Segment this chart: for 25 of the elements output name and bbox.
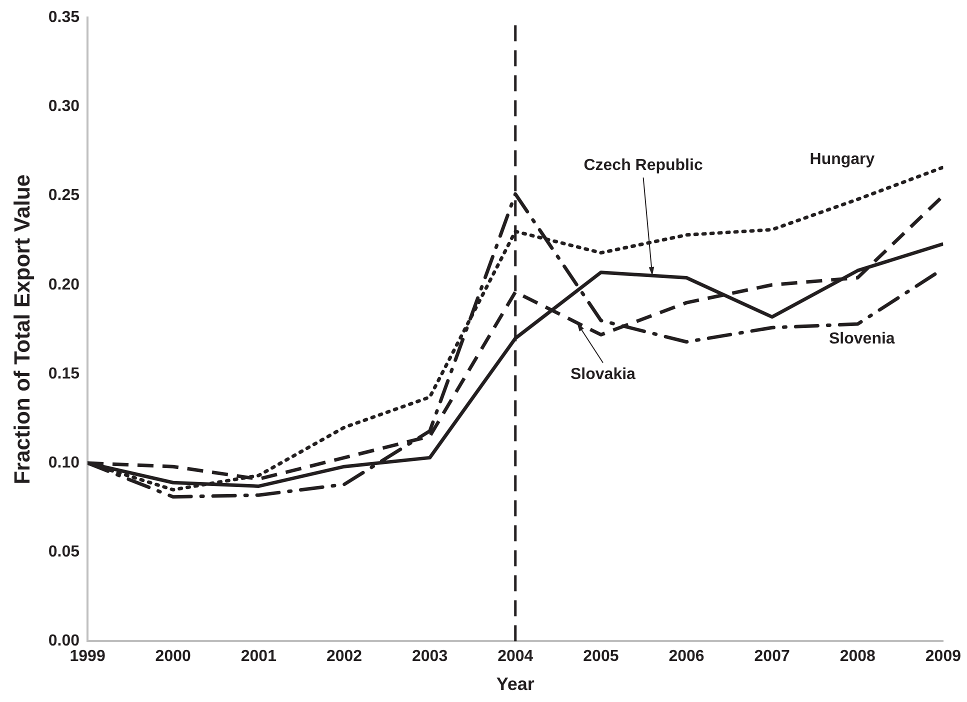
y-tick-label: 0.05 bbox=[48, 544, 80, 561]
x-tick-label: 2003 bbox=[412, 648, 448, 666]
y-tick-label: 0.10 bbox=[48, 454, 80, 472]
y-tick-label: 0.00 bbox=[48, 632, 80, 650]
y-tick-label: 0.35 bbox=[48, 9, 80, 26]
x-tick-label: 2006 bbox=[668, 648, 704, 666]
y-axis-title: Fraction of Total Export Value bbox=[9, 174, 34, 484]
text: Czech Republic bbox=[584, 157, 703, 174]
y-tick-label: 0.25 bbox=[48, 187, 80, 204]
x-tick-label: 1999 bbox=[70, 648, 106, 666]
x-tick-label: 2001 bbox=[240, 648, 277, 666]
series-label: Hungary bbox=[810, 151, 875, 168]
x-axis-title: Year bbox=[496, 674, 534, 694]
y-tick-label: 0.30 bbox=[48, 98, 80, 116]
x-tick-label: 2008 bbox=[840, 648, 876, 666]
x-tick-label: 2005 bbox=[583, 648, 619, 666]
x-tick-label: 2000 bbox=[155, 648, 192, 666]
x-tick-label: 2009 bbox=[925, 648, 962, 666]
y-tick-label: 0.20 bbox=[48, 276, 80, 294]
y-tick-label: 0.15 bbox=[48, 365, 80, 382]
text: Slovakia bbox=[570, 366, 636, 384]
series-label: Slovenia bbox=[829, 330, 895, 348]
x-tick-label: 2007 bbox=[754, 648, 790, 666]
x-tick-label: 2002 bbox=[326, 648, 362, 666]
x-tick-label: 2004 bbox=[498, 648, 534, 666]
